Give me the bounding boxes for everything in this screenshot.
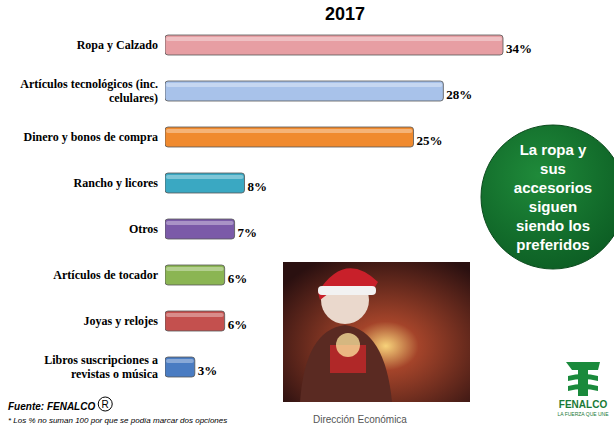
bars [165, 35, 503, 377]
bar [165, 265, 225, 285]
photo [283, 262, 470, 402]
bar-shine [166, 267, 224, 271]
logo-shape [568, 384, 598, 391]
bar [165, 311, 225, 331]
logo-shape [568, 374, 598, 381]
text-line: sus [540, 160, 566, 177]
logo: FENALCOLA FUERZA QUE UNE [557, 362, 609, 417]
text-line: revistas o música [71, 367, 158, 381]
bar [165, 127, 414, 147]
bar-shine [166, 37, 502, 41]
bar-shine [166, 129, 413, 133]
logo-name: FENALCO [559, 399, 608, 410]
photo-glow [336, 333, 360, 357]
text-line: Libros suscripciones a [44, 353, 158, 367]
text-line: Artículos tecnológicos (inc. [20, 77, 158, 91]
text-line: Artículos de tocador [53, 268, 158, 282]
credit: Dirección Económica [313, 414, 407, 425]
text-line: La ropa y [520, 141, 587, 158]
text-line: Otros [129, 222, 158, 236]
bar-shine [166, 175, 244, 179]
text-line: accesorios [514, 179, 592, 196]
text-line: celulares) [109, 91, 158, 105]
category-label: Ropa y Calzado [77, 38, 158, 52]
bar-shine [166, 83, 442, 87]
logo-shape [566, 362, 600, 370]
category-label: Libros suscripciones arevistas o música [44, 353, 158, 381]
category-label: Artículos de tocador [53, 268, 158, 282]
text-line: Joyas y relojes [84, 314, 159, 328]
logo-shape [578, 370, 588, 396]
data-label: 25% [417, 133, 443, 148]
data-label: 28% [446, 87, 472, 102]
text-line: preferidos [516, 236, 589, 253]
data-label: 8% [248, 179, 268, 194]
chart: 2017 34% 28% 25% 8% 7% 6% 6% 3% Ropa y Calzado Art… [0, 0, 614, 428]
text-line: siguen [529, 198, 577, 215]
data-label: 6% [228, 271, 248, 286]
title: 2017 [325, 4, 365, 24]
category-label: Joyas y relojes [84, 314, 159, 328]
source-mark: R [102, 399, 109, 410]
data-label: 34% [506, 41, 532, 56]
annotation: La ropa y sus accesorios siguen siendo los pr… [514, 141, 592, 253]
category-label: Artículos tecnológicos (inc.celulares) [20, 77, 158, 105]
bar [165, 35, 503, 55]
data-label: 7% [238, 225, 258, 240]
text-line: Ropa y Calzado [77, 38, 158, 52]
photo-bg [283, 262, 470, 402]
bar-shine [166, 221, 234, 225]
bar [165, 173, 245, 193]
annotation-circle [481, 125, 614, 269]
text-line: Rancho y licores [74, 176, 159, 190]
category-label: Dinero y bonos de compra [24, 130, 158, 144]
bar [165, 81, 443, 101]
category-label: Otros [129, 222, 158, 236]
data-label: 3% [198, 363, 218, 378]
photo-body [300, 325, 392, 402]
bar-shine [166, 359, 194, 363]
source: Fuente: FENALCO [8, 401, 95, 412]
bar-shine [166, 313, 224, 317]
bar [165, 219, 235, 239]
text-line: Dinero y bonos de compra [24, 130, 158, 144]
source-mark-ring [98, 397, 112, 411]
data-label: 6% [228, 317, 248, 332]
footnote: * Los % no suman 100 por que se podía ma… [8, 416, 227, 425]
bar [165, 357, 195, 377]
category-label: Rancho y licores [74, 176, 159, 190]
text-line: siendo los [516, 217, 590, 234]
logo-tagline: LA FUERZA QUE UNE [557, 411, 609, 417]
photo-hat [318, 268, 378, 300]
photo-hat-trim [318, 286, 376, 295]
